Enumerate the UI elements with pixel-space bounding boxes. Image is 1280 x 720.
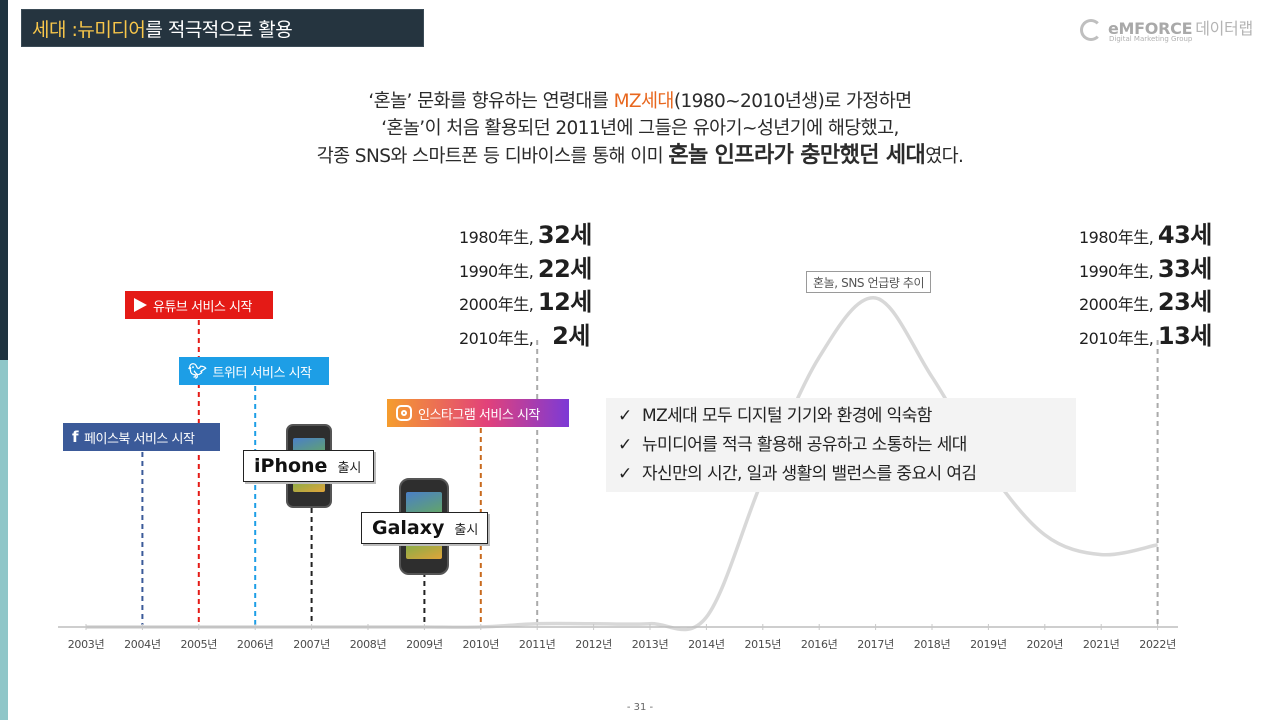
- title-highlight: 뉴미디어: [77, 18, 146, 41]
- x-tick-label: 2011년: [519, 638, 556, 651]
- x-tick-label: 2005년: [180, 638, 217, 651]
- page-number: - 31 -: [626, 702, 654, 713]
- company-logo: eMFORCE 데이터랩 Digital Marketing Group: [1080, 16, 1260, 46]
- iphone-name: iPhone: [254, 455, 328, 477]
- x-tick-label: 2015년: [744, 638, 781, 651]
- x-tick-label: 2012년: [575, 638, 612, 651]
- check-icon: ✓: [618, 464, 632, 484]
- age-row: 2010年生, 2세: [459, 321, 592, 355]
- twitter-label: 🐦︎ 트위터 서비스 시작: [179, 357, 329, 385]
- x-tick-label: 2017년: [857, 638, 894, 651]
- age-row: 2000年生, 23세: [1079, 287, 1212, 321]
- intro-line-3: 각종 SNS와 스마트폰 등 디바이스를 통해 이미 혼놀 인프라가 충만했던 …: [316, 143, 964, 168]
- age-value: 12세: [537, 288, 592, 316]
- ages-2011: 1980年生, 32세 1990年生, 22세 2000年生, 12세 2010年生,…: [459, 220, 592, 354]
- x-tick-label: 2008년: [350, 638, 387, 651]
- x-tick-label: 2016년: [801, 638, 838, 651]
- age-birth-year: 1990年生,: [1079, 261, 1158, 281]
- x-tick-label: 2009년: [406, 638, 443, 651]
- logo-sub: 데이터랩: [1195, 19, 1253, 38]
- title-rest: 를 적극적으로 활용: [145, 18, 293, 41]
- x-tick-label: 2004년: [124, 638, 161, 651]
- age-row: 1980年生, 32세: [459, 220, 592, 254]
- x-tick-label: 2019년: [970, 638, 1007, 651]
- age-row: 1990年生, 33세: [1079, 254, 1212, 288]
- x-tick-label: 2021년: [1083, 638, 1120, 651]
- age-value: 2세: [552, 321, 590, 350]
- age-birth-year: 2000年生,: [459, 295, 538, 314]
- youtube-label: 유튜브 서비스 시작: [125, 291, 273, 319]
- x-tick-label: 2022년: [1139, 638, 1176, 651]
- age-birth-year: 2010年生,: [1079, 328, 1158, 348]
- age-value: 32세: [537, 221, 592, 249]
- age-value: 22세: [537, 254, 592, 283]
- youtube-play-icon: [134, 298, 147, 312]
- check-item: ✓ 자신만의 시간, 일과 생활의 밸런스를 중요시 여김: [618, 460, 1076, 489]
- x-axis-ticks: 2003년 2004년 2005년 2006년 2007년 2008년 2009년 2010년…: [68, 624, 1176, 651]
- x-tick-label: 2018년: [914, 638, 951, 651]
- age-birth-year: 2000年生,: [1079, 295, 1158, 314]
- iphone-label: iPhone 출시: [243, 450, 374, 482]
- x-tick-label: 2014년: [688, 638, 725, 651]
- age-birth-year: 1980年生,: [1079, 228, 1158, 247]
- galaxy-release: 출시: [454, 522, 479, 538]
- age-birth-year: 1980年生,: [459, 228, 538, 247]
- facebook-label: f 페이스북 서비스 시작: [63, 423, 220, 451]
- intro-text: ‘혼놀’ 문화를 향유하는 연령대를 MZ세대(1980~2010년생)로 가정…: [180, 88, 1100, 170]
- instagram-camera-icon: [396, 405, 412, 421]
- x-tick-label: 2010년: [462, 638, 499, 651]
- age-birth-year: 2010年生,: [459, 328, 538, 348]
- mz-highlight: MZ세대: [613, 91, 675, 112]
- galaxy-label: Galaxy 출시: [361, 512, 488, 544]
- age-birth-year: 1990年生,: [459, 261, 538, 281]
- title-part1: 세대 :: [32, 18, 78, 41]
- left-accent-bar-top: [0, 0, 8, 360]
- key-points-box: ✓ MZ세대 모두 디지털 기기와 환경에 익숙함 ✓ 뉴미디어를 적극 활용해 공…: [606, 398, 1076, 492]
- iphone-release: 출시: [337, 460, 362, 476]
- facebook-f-icon: f: [72, 428, 79, 446]
- instagram-label: 인스타그램 서비스 시작: [387, 399, 569, 427]
- intro-line-2: ‘혼놀’이 처음 활용되던 2011년에 그들은 유아기~성년기에 해당했고,: [381, 118, 899, 139]
- galaxy-name: Galaxy: [372, 517, 445, 539]
- logo-brand: eMFORCE: [1108, 19, 1193, 38]
- intro-line-1: ‘혼놀’ 문화를 향유하는 연령대를 MZ세대(1980~2010년생)로 가정…: [368, 91, 912, 112]
- age-row: 2000年生, 12세: [459, 287, 592, 321]
- logo-tagline: Digital Marketing Group: [1109, 35, 1193, 43]
- age-value: 23세: [1157, 288, 1212, 316]
- age-value: 43세: [1157, 221, 1212, 249]
- age-row: 2010年生, 13세: [1079, 321, 1212, 355]
- x-tick-label: 2007년: [293, 638, 330, 651]
- trend-label: 혼놀, SNS 언급량 추이: [806, 271, 932, 293]
- infra-highlight: 혼놀 인프라가 충만했던 세대: [668, 143, 926, 168]
- age-row: 1980年生, 43세: [1079, 220, 1212, 254]
- check-icon: ✓: [618, 435, 632, 455]
- check-item: ✓ MZ세대 모두 디지털 기기와 환경에 익숙함: [618, 402, 1076, 431]
- x-tick-label: 2003년: [68, 638, 105, 651]
- check-item: ✓ 뉴미디어를 적극 활용해 공유하고 소통하는 세대: [618, 431, 1076, 460]
- ages-2022: 1980年生, 43세 1990年生, 33세 2000年生, 23세 2010年生,…: [1079, 220, 1212, 354]
- x-tick-label: 2006년: [237, 638, 274, 651]
- age-value: 13세: [1157, 321, 1212, 350]
- x-tick-label: 2020년: [1026, 638, 1063, 651]
- age-row: 1990年生, 22세: [459, 254, 592, 288]
- left-accent-bar-bottom: [0, 360, 8, 720]
- check-icon: ✓: [618, 406, 632, 426]
- x-tick-label: 2013년: [632, 638, 669, 651]
- slide-title: 세대 : 뉴미디어 를 적극적으로 활용: [21, 9, 424, 47]
- age-value: 33세: [1157, 254, 1212, 283]
- logo-ring-icon: [1080, 19, 1102, 41]
- twitter-bird-icon: 🐦︎: [188, 362, 207, 380]
